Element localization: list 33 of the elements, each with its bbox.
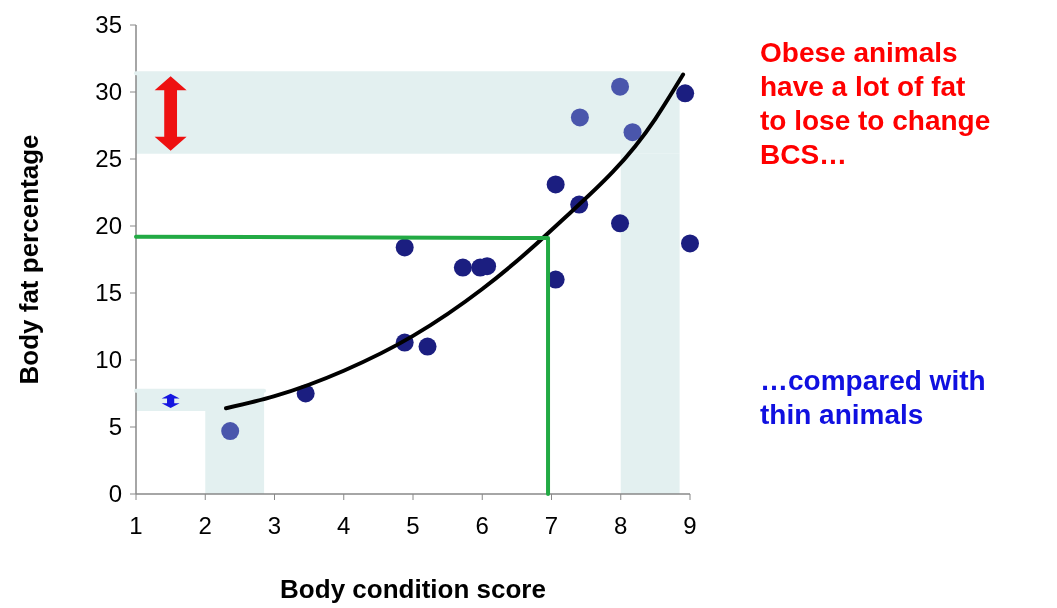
point (546, 175, 565, 194)
x-tick-label: 9 (683, 512, 697, 539)
point (453, 258, 472, 277)
y-tick-label: 35 (95, 11, 122, 38)
line-series (224, 72, 686, 411)
y-tick-label: 15 (95, 279, 122, 306)
text: Obese animals have a lot of fat to lose to change BCS… (760, 37, 991, 170)
x-tick-label: 5 (406, 512, 420, 539)
x-tick-label: 3 (267, 512, 282, 539)
x-tick-label: 2 (198, 512, 212, 539)
y-tick-label: 30 (95, 78, 122, 105)
point (395, 238, 414, 257)
point (676, 84, 695, 103)
point (570, 108, 589, 127)
y-tick-label: 10 (95, 346, 122, 373)
y-tick-label: 0 (108, 480, 122, 507)
point (681, 234, 699, 253)
y-axis-title: Body fat percentage (14, 134, 44, 385)
text: …compared with thin animals (760, 365, 986, 430)
x-axis-title: Body condition score (280, 574, 546, 604)
x-tick-label: 7 (544, 512, 559, 539)
y-tick-label: 5 (108, 413, 122, 440)
x-tick-label: 4 (337, 512, 351, 539)
y-tick-label: 20 (95, 212, 122, 239)
point (221, 422, 240, 441)
x-tick-label: 1 (129, 512, 143, 539)
point (611, 77, 630, 96)
point (623, 123, 642, 142)
point (418, 337, 437, 356)
x-tick-label: 8 (614, 512, 628, 539)
point (611, 214, 630, 233)
y-tick-label: 25 (95, 145, 122, 172)
x-tick-label: 6 (475, 512, 489, 539)
